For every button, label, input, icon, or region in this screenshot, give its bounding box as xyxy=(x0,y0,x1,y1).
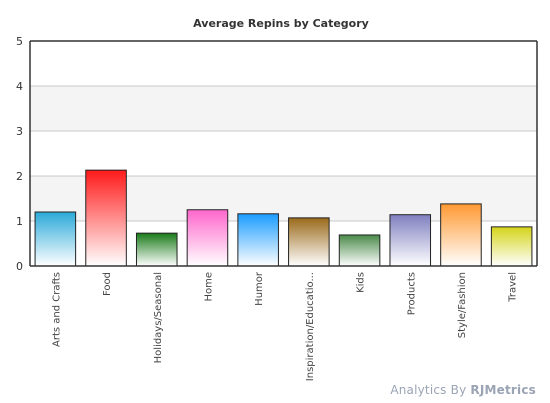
x-tick-label: Travel xyxy=(508,272,519,303)
bar-products xyxy=(389,214,432,267)
y-axis-ticks: 0 1 2 3 4 5 xyxy=(16,35,23,273)
footer-brand: RJMetrics xyxy=(470,383,536,397)
x-tick-label: Holidays/Seasonal xyxy=(153,272,164,363)
axes xyxy=(29,40,538,267)
bar-kids xyxy=(338,234,381,267)
bar-home xyxy=(186,209,229,267)
x-tick-label: Home xyxy=(203,272,214,302)
y-tick-label: 1 xyxy=(16,215,23,228)
bar-food xyxy=(85,169,127,267)
y-tick-label: 0 xyxy=(16,260,23,273)
x-tick-label: Style/Fashion xyxy=(457,272,468,338)
y-tick-label: 5 xyxy=(16,35,23,48)
y-tick-label: 2 xyxy=(16,170,23,183)
x-tick-label: Inspiration/Educatio... xyxy=(305,272,316,381)
y-tick-label: 4 xyxy=(16,80,23,93)
footer-prefix: Analytics By xyxy=(390,383,471,397)
bar-humor xyxy=(237,213,279,267)
x-tick-label: Food xyxy=(102,272,113,296)
chart-title: Average Repins by Category xyxy=(193,17,369,30)
footer-credit: Analytics By RJMetrics xyxy=(390,383,536,397)
bar-style-fashion xyxy=(440,203,482,267)
bar-travel xyxy=(490,226,533,267)
x-tick-label: Arts and Crafts xyxy=(51,272,62,347)
y-tick-label: 3 xyxy=(16,125,23,138)
bar-inspiration-educatio xyxy=(288,217,330,267)
bar-arts-and-crafts xyxy=(34,211,77,267)
grid-band xyxy=(30,86,537,131)
x-tick-label: Humor xyxy=(254,271,265,306)
x-tick-label: Kids xyxy=(356,272,367,293)
x-axis-ticks: Arts and Crafts Food Holidays/Seasonal Home… xyxy=(51,271,518,381)
x-tick-label: Products xyxy=(406,272,417,315)
bar-holidays-seasonal xyxy=(135,232,178,267)
